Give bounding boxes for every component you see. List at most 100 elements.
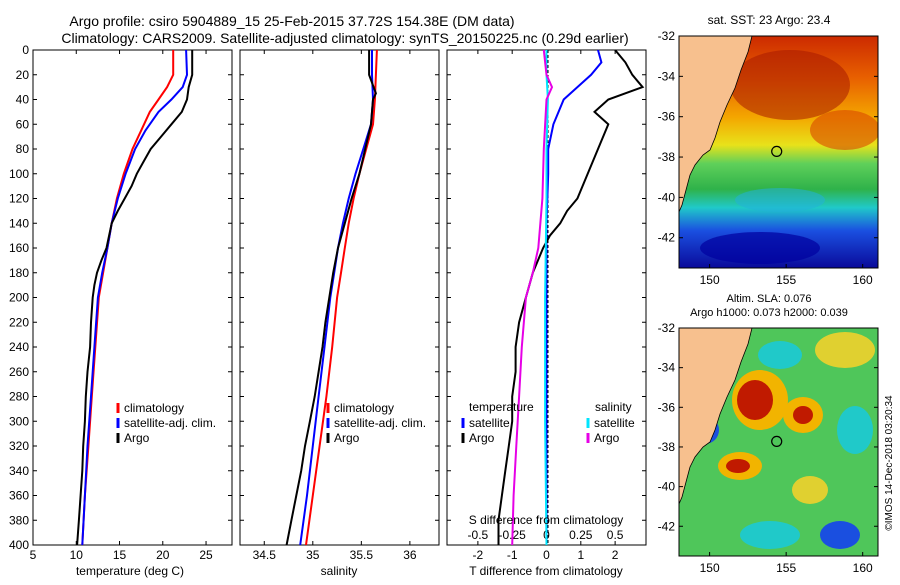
legend-satellite-label: satellite-adj. clim.: [124, 416, 216, 430]
x-tick-label: 0: [543, 548, 550, 562]
sla-anomaly-low: [837, 406, 873, 454]
temperature-legend: climatology satellite-adj. clim. Argo: [116, 401, 216, 445]
x-tick-label: 2: [612, 548, 619, 562]
legend-t-argo-label: Argo: [469, 431, 495, 445]
x-tick-label: 36: [403, 548, 417, 562]
series-line-climatology: [305, 49, 378, 546]
depth-tick-label: 380: [9, 513, 29, 527]
lat-tick-label: -36: [658, 110, 676, 124]
x-tick-label: 35.5: [350, 548, 374, 562]
salinity-xlabel: salinity: [321, 564, 358, 578]
depth-tick-label: 300: [9, 414, 29, 428]
sla-anomaly-high: [792, 476, 828, 504]
figure-title-line1: Argo profile: csiro 5904889_15 25-Feb-20…: [69, 13, 514, 29]
difference-series: [497, 49, 645, 546]
temperature-axes-frame: [32, 49, 233, 546]
lat-tick-label: -42: [658, 519, 676, 533]
temperature-tick-labels: 5 10 15 20 25: [30, 50, 213, 562]
sst-cold-patch: [700, 232, 820, 264]
depth-tick-label: 40: [16, 93, 30, 107]
depth-tick-label: 60: [16, 117, 30, 131]
salinity-tick-labels: 34.5 35 35.5 36: [253, 50, 417, 562]
sst-map: sat. SST: 23 Argo: 23.4 -32-34-36-38-40-…: [658, 13, 879, 287]
lon-tick-label: 155: [776, 561, 796, 575]
lon-tick-label: 160: [853, 561, 873, 575]
salinity-series: [285, 49, 378, 546]
lat-tick-label: -40: [658, 190, 676, 204]
legend-s-argo-label: Argo: [594, 431, 620, 445]
salinity-axes-frame: [239, 49, 440, 546]
depth-tick-label: 160: [9, 241, 29, 255]
sla-anomaly-high: [737, 380, 773, 420]
depth-tick-label: 400: [9, 538, 29, 552]
depth-tick-label: 120: [9, 192, 29, 206]
lat-tick-label: -40: [658, 480, 676, 494]
legend-satellite-label: satellite-adj. clim.: [334, 416, 426, 430]
depth-tick-label: 260: [9, 365, 29, 379]
sla-anomaly-low: [740, 521, 800, 549]
lon-tick-label: 160: [853, 273, 873, 287]
lon-tick-label: 150: [700, 561, 720, 575]
s-difference-label: S difference from climatology: [469, 513, 624, 527]
lat-tick-label: -42: [658, 231, 676, 245]
sla-map-subtitle: Argo h1000: 0.073 h2000: 0.039: [690, 307, 848, 319]
x-tick-label: 34.5: [253, 548, 277, 562]
legend-t-satellite-label: satellite: [469, 416, 510, 430]
legend-s-satellite-label: satellite: [594, 416, 635, 430]
lat-tick-label: -32: [658, 321, 676, 335]
sla-map: Altim. SLA: 0.076 Argo h1000: 0.073 h200…: [658, 293, 879, 575]
sst-map-ticks: -32 -34 -36 -38 -40 -42 150 155 160: [658, 29, 878, 287]
temperature-panel: 0 20 40 60 80 100 120 140 160 180 200 220 240 260 280 3…: [9, 43, 233, 578]
x-tick-label: 1: [577, 548, 584, 562]
sla-anomaly-low: [758, 341, 802, 369]
depth-tick-label: 180: [9, 266, 29, 280]
temperature-xlabel: temperature (deg C): [76, 564, 184, 578]
series-line-argo: [76, 50, 194, 546]
sla-land: [679, 328, 753, 505]
sst-warm-patch: [810, 110, 878, 150]
series-line-argo: [285, 50, 377, 546]
salinity-panel: 34.5 35 35.5 36 climatology satellite-adj. …: [239, 49, 440, 578]
legend-temperature-title: temperature: [469, 400, 534, 414]
figure-title-line2: Climatology: CARS2009. Satellite-adjuste…: [61, 30, 628, 46]
depth-tick-labels: 0 20 40 60 80 100 120 140 160 180 200 220 240 260 280 3…: [9, 43, 232, 552]
difference-panel: -2 -1 0 1 2 -0.5 -0.25 0 0.25 0.5 temperature sa…: [446, 49, 647, 578]
legend-climatology-label: climatology: [124, 401, 184, 415]
lat-tick-label: -34: [658, 361, 676, 375]
sla-map-title: Altim. SLA: 0.076: [727, 293, 812, 305]
x-tick-label: 20: [156, 548, 170, 562]
temperature-series: [76, 49, 194, 546]
sst-map-frame: [678, 35, 879, 269]
legend-argo-label: Argo: [124, 431, 150, 445]
lat-tick-label: -36: [658, 400, 676, 414]
depth-tick-label: 340: [9, 464, 29, 478]
x-tick-label: 5: [30, 548, 37, 562]
s-tick-label: 0.5: [607, 528, 624, 542]
lat-tick-label: -38: [658, 440, 676, 454]
x-tick-label: 15: [113, 548, 127, 562]
depth-tick-label: 20: [16, 68, 30, 82]
sla-anomaly-high: [726, 459, 750, 473]
depth-tick-label: 100: [9, 167, 29, 181]
legend-salinity-title: salinity: [595, 400, 632, 414]
sst-map-title: sat. SST: 23 Argo: 23.4: [708, 13, 831, 27]
sst-argo-location-marker: [771, 145, 783, 157]
sla-anomaly-low: [820, 521, 860, 549]
lon-tick-label: 150: [700, 273, 720, 287]
depth-tick-label: 320: [9, 439, 29, 453]
sst-warm-patch: [730, 50, 850, 120]
depth-tick-label: 280: [9, 390, 29, 404]
t-difference-xlabel: T difference from climatology: [469, 564, 623, 578]
sla-argo-location-marker: [771, 435, 783, 447]
depth-tick-label: 200: [9, 291, 29, 305]
x-tick-label: 25: [199, 548, 213, 562]
sst-land: [679, 36, 753, 213]
lat-tick-label: -34: [658, 69, 676, 83]
sla-anomaly-high: [793, 406, 813, 424]
difference-depth-ticks: [447, 49, 646, 546]
lon-tick-label: 155: [776, 273, 796, 287]
depth-tick-label: 0: [22, 43, 29, 57]
depth-tick-label: 240: [9, 340, 29, 354]
x-tick-label: -1: [507, 548, 518, 562]
